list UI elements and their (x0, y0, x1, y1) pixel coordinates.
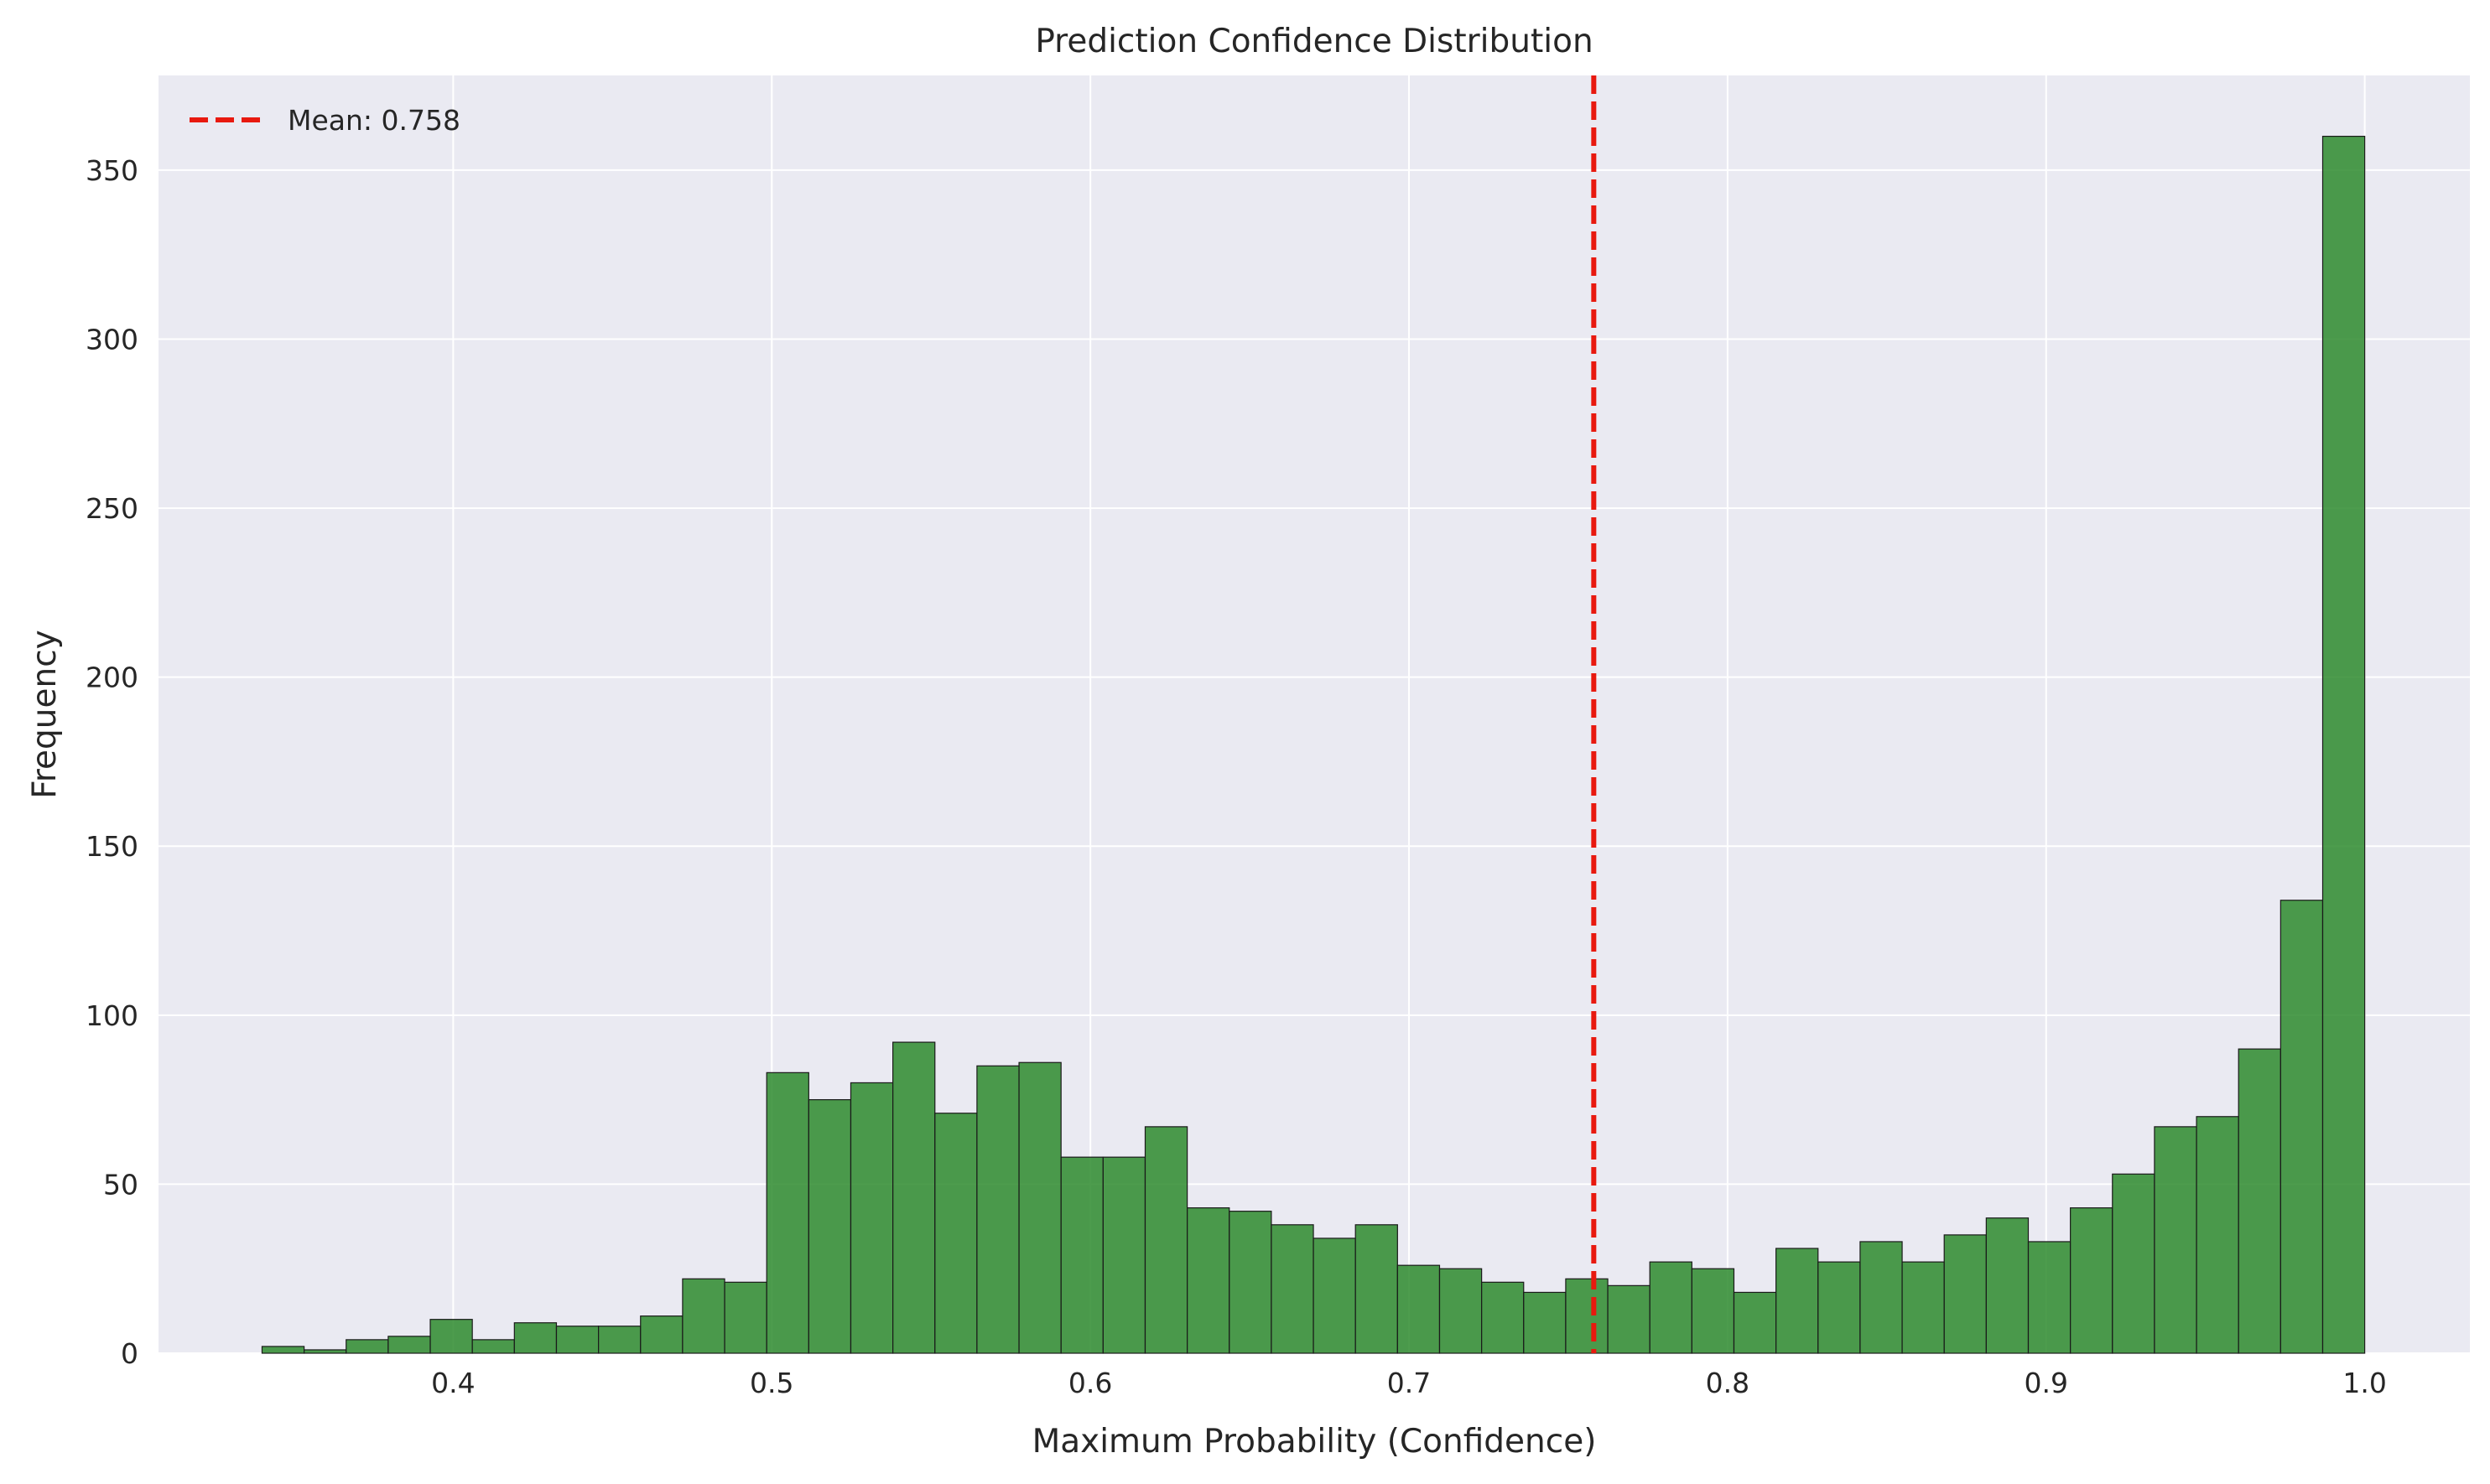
histogram-bar (1396, 1264, 1441, 1354)
plot-area (159, 75, 2470, 1353)
histogram-bar (1985, 1217, 2030, 1354)
histogram-bar (1354, 1224, 1398, 1354)
histogram-bar (1481, 1281, 1525, 1354)
histogram-bar (1775, 1248, 1819, 1354)
y-tick-label: 150 (86, 830, 138, 863)
histogram-bar (850, 1082, 894, 1354)
histogram-bar (598, 1326, 642, 1354)
y-tick-label: 200 (86, 662, 138, 694)
histogram-bar (471, 1339, 515, 1354)
y-tick-label: 350 (86, 154, 138, 187)
histogram-bar (2321, 135, 2366, 1354)
histogram-bar (892, 1041, 936, 1354)
histogram-bar (682, 1278, 725, 1354)
histogram-bar (2154, 1126, 2197, 1354)
y-tick-label: 0 (121, 1337, 138, 1370)
histogram-bar (429, 1319, 473, 1354)
histogram-bar (1817, 1261, 1861, 1354)
y-axis-label: Frequency (26, 630, 64, 798)
histogram-bar (1229, 1211, 1272, 1354)
x-axis-label: Maximum Probability (Confidence) (1032, 1423, 1597, 1461)
y-tick-label: 100 (86, 999, 138, 1032)
x-tick-label: 0.4 (431, 1367, 475, 1399)
histogram-bar (1102, 1156, 1146, 1354)
histogram-bar (513, 1322, 558, 1354)
histogram-bar (1144, 1126, 1188, 1354)
x-tick-label: 0.8 (1706, 1367, 1749, 1399)
x-tick-label: 0.7 (1387, 1367, 1431, 1399)
histogram-bars (261, 135, 2366, 1354)
histogram-bar (261, 1346, 305, 1354)
histogram-bar (1943, 1234, 1987, 1354)
histogram-bar (1523, 1291, 1567, 1354)
histogram-bar (766, 1071, 809, 1354)
histogram-bar (976, 1065, 1020, 1354)
y-tick-label: 50 (103, 1168, 138, 1201)
histogram-bar (724, 1281, 767, 1354)
histogram-bar (640, 1315, 684, 1354)
histogram-bar (387, 1336, 431, 1354)
histogram-bar (346, 1339, 389, 1354)
chart-title: Prediction Confidence Distribution (1035, 23, 1593, 60)
x-tick-label: 1.0 (2342, 1367, 2386, 1399)
histogram-bar (1607, 1284, 1650, 1354)
histogram-bar (1901, 1261, 1945, 1354)
histogram-bar (2112, 1173, 2155, 1354)
y-tick-label: 250 (86, 492, 138, 525)
histogram-bar (2196, 1116, 2239, 1354)
histogram-bar (1649, 1261, 1692, 1354)
x-tick-label: 0.6 (1068, 1367, 1112, 1399)
legend-label: Mean: 0.758 (288, 104, 460, 137)
x-tick-label: 0.5 (750, 1367, 793, 1399)
histogram-bar (1018, 1061, 1062, 1354)
histogram-bar (1565, 1278, 1609, 1354)
y-axis-ticks: 0 50 100 150 200 250 300 350 (86, 154, 138, 1370)
x-tick-label: 0.9 (2025, 1367, 2068, 1399)
histogram-bar (2279, 900, 2324, 1354)
histogram-bar (1313, 1238, 1356, 1354)
histogram-bar (1859, 1241, 1903, 1354)
histogram-bar (2027, 1241, 2072, 1354)
histogram-bar (2238, 1048, 2281, 1354)
y-tick-label: 300 (86, 323, 138, 355)
legend: Mean: 0.758 (190, 104, 460, 137)
x-axis-ticks: 0.4 0.5 0.6 0.7 0.8 0.9 1.0 (431, 1367, 2387, 1399)
histogram-bar (1691, 1268, 1735, 1354)
histogram-bar (555, 1326, 600, 1354)
histogram-bar (1271, 1224, 1314, 1354)
histogram-bar (934, 1113, 978, 1354)
histogram-bar (1733, 1291, 1777, 1354)
histogram-bar (1438, 1268, 1483, 1354)
histogram-bar (304, 1349, 347, 1354)
histogram-bar (2070, 1207, 2113, 1354)
histogram-bar (1060, 1156, 1104, 1354)
histogram-bar (1187, 1207, 1230, 1354)
histogram-bar (808, 1099, 852, 1354)
